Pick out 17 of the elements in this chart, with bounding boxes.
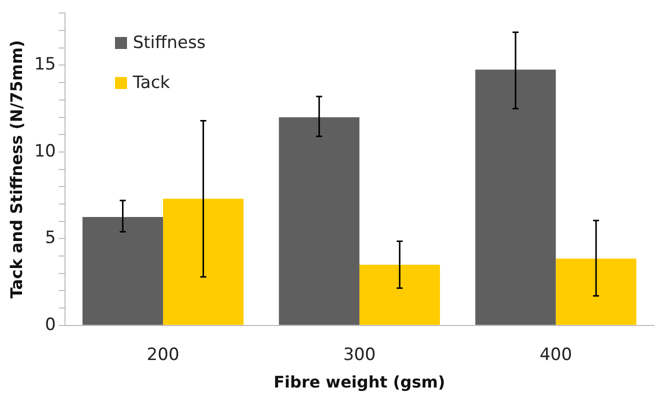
x-axis-title: Fibre weight (gsm) [274, 372, 446, 392]
bar [278, 117, 360, 325]
bar [163, 198, 244, 325]
y-axis-title: Tack and Stiffness (N/75mm) [6, 40, 26, 299]
bar [359, 264, 440, 325]
bar [556, 258, 636, 325]
bar [82, 216, 164, 325]
y-tick-label: 0 [45, 314, 56, 335]
bar [475, 70, 556, 325]
x-tick-label: 300 [343, 345, 376, 366]
y-tick-label: 15 [34, 54, 56, 75]
legend-label: Stiffness [132, 33, 206, 54]
x-tick-label: 400 [540, 345, 572, 366]
y-tick-label: 5 [45, 228, 56, 248]
y-tick-label: 10 [34, 141, 56, 162]
x-tick-label: 200 [146, 345, 180, 366]
legend-label: Tack [132, 73, 170, 94]
